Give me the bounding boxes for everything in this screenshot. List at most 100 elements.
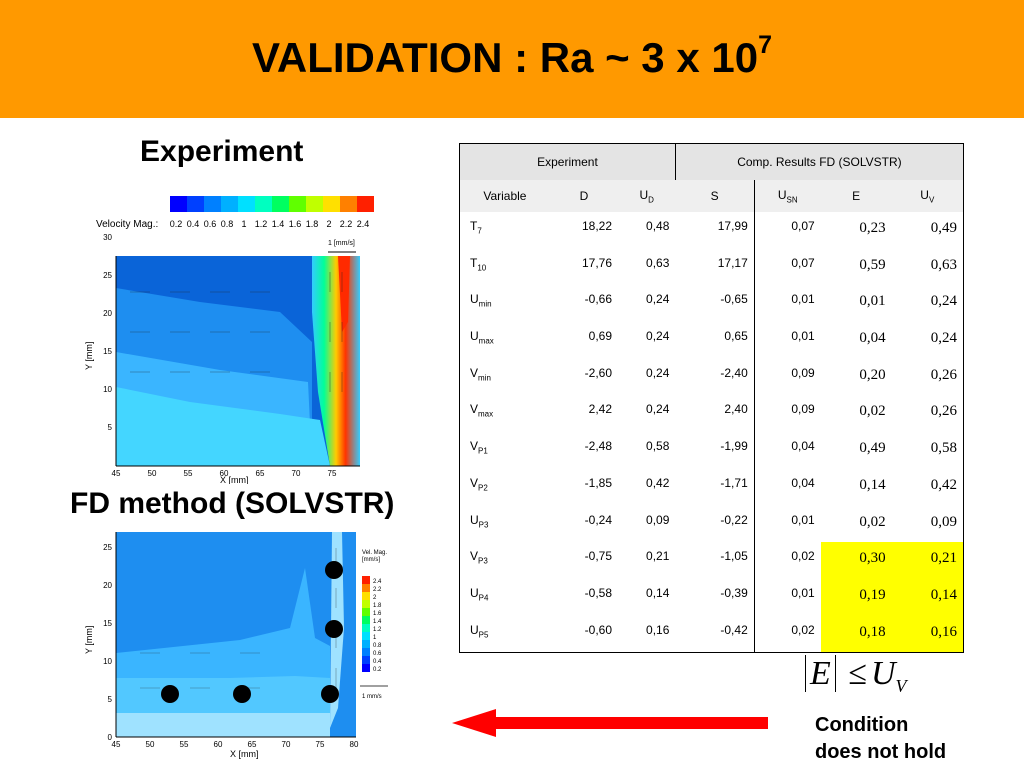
y-tick-label: 15 bbox=[103, 619, 112, 628]
cell-usn: 0,02 bbox=[791, 549, 815, 564]
cell-d: 17,76 bbox=[581, 255, 613, 270]
y-tick-label: 0 bbox=[108, 733, 113, 742]
variable-subscript: 7 bbox=[477, 226, 482, 236]
cell-s: -1,05 bbox=[675, 542, 755, 579]
x-tick-label: 70 bbox=[282, 740, 291, 749]
cell-s: 17,99 bbox=[675, 212, 755, 249]
x-tick-label: 60 bbox=[214, 740, 223, 749]
legend-tick-label: 2.4 bbox=[357, 219, 370, 229]
formula-rhs-sub: V bbox=[895, 675, 907, 696]
legend-tick-label: 1 bbox=[241, 219, 246, 229]
cell-e: 0,04 bbox=[859, 330, 886, 347]
column-header-main: Variable bbox=[483, 189, 527, 203]
variable-symbol: U bbox=[470, 329, 479, 344]
table-row: Umax 0,69 0,24 0,65 0,01 0,04 0,24 bbox=[460, 322, 964, 359]
slide-title-text: VALIDATION : Ra ~ 3 x 10 bbox=[252, 34, 759, 81]
cell-e: 0,14 bbox=[859, 476, 886, 493]
column-header-main: U bbox=[777, 187, 787, 202]
column-header: D bbox=[549, 180, 619, 212]
cell-d: 0,69 bbox=[588, 329, 613, 344]
cell-ud: 0,09 bbox=[646, 512, 670, 527]
cell-uv: 0,14 bbox=[891, 578, 964, 616]
legend-tick-label: 0.2 bbox=[170, 219, 183, 229]
cell-e: 0,49 bbox=[859, 440, 886, 457]
legend-tick-label: 0.2 bbox=[373, 667, 382, 673]
cell-usn: 0,09 bbox=[791, 402, 815, 417]
legend-tick-label: 0.6 bbox=[373, 651, 382, 657]
probe-point bbox=[233, 685, 251, 703]
legend-tick-label: 1.4 bbox=[373, 619, 382, 625]
y-tick-label: 10 bbox=[103, 657, 112, 666]
variable-cell: T10 bbox=[460, 249, 550, 286]
table-row: Vmin -2,60 0,24 -2,40 0,09 0,20 0,26 bbox=[460, 358, 964, 396]
experiment-legend-title: Velocity Mag.: bbox=[96, 219, 158, 230]
cell-d: -0,24 bbox=[584, 512, 613, 527]
variable-subscript: P3 bbox=[478, 519, 489, 529]
variable-symbol: U bbox=[470, 585, 479, 600]
cell-ud: 0,24 bbox=[646, 292, 670, 307]
legend-tick-label: 2 bbox=[326, 219, 331, 229]
legend-tick-label: 0.8 bbox=[373, 643, 382, 649]
table-row: UP5 -0,60 0,16 -0,42 0,02 0,18 0,16 bbox=[460, 615, 964, 653]
legend-tick-label: 1.8 bbox=[373, 603, 382, 609]
variable-cell: Vmin bbox=[460, 359, 550, 396]
fd-y-label: Y [mm] bbox=[84, 626, 94, 654]
cell-d: -1,85 bbox=[584, 475, 613, 490]
cell-uv: 0,42 bbox=[930, 476, 957, 493]
x-tick-label: 65 bbox=[248, 740, 257, 749]
cell-s: 2,40 bbox=[675, 395, 755, 433]
variable-subscript: P4 bbox=[478, 593, 489, 603]
cell-ud: 0,58 bbox=[646, 439, 670, 454]
legend-tick-label: 1 bbox=[373, 635, 377, 641]
cell-s: -0,22 bbox=[675, 505, 755, 543]
cell-ud: 0,42 bbox=[646, 475, 670, 490]
legend-swatch bbox=[362, 576, 370, 584]
table-row: UP3 -0,24 0,09 -0,22 0,01 0,02 0,09 bbox=[460, 505, 964, 543]
fd-y-ticks: 0 5 10 15 20 25 bbox=[103, 543, 112, 742]
cell-usn: 0,01 bbox=[791, 329, 815, 344]
cell-uv: 0,26 bbox=[930, 403, 957, 420]
column-header-sub: V bbox=[928, 195, 935, 205]
fd-legend-unit: [mm/s] bbox=[362, 557, 380, 563]
cell-d: -2,48 bbox=[584, 439, 613, 454]
variable-subscript: min bbox=[478, 299, 492, 309]
cell-d: -0,60 bbox=[584, 622, 613, 637]
table-row: Vmax 2,42 0,24 2,40 0,09 0,02 0,26 bbox=[460, 395, 964, 433]
y-tick-label: 25 bbox=[103, 543, 112, 552]
variable-cell: VP3 bbox=[460, 542, 550, 579]
cell-e: 0,59 bbox=[859, 256, 886, 273]
variable-symbol: T bbox=[470, 219, 478, 233]
variable-symbol: V bbox=[470, 549, 479, 564]
cell-e: 0,19 bbox=[820, 578, 892, 616]
cell-usn: 0,07 bbox=[791, 255, 815, 270]
legend-swatch bbox=[306, 196, 323, 212]
cell-usn: 0,01 bbox=[791, 585, 815, 600]
slide-title-exponent: 7 bbox=[758, 31, 772, 59]
legend-tick-label: 1.4 bbox=[272, 219, 285, 229]
slide-title: VALIDATION : Ra ~ 3 x 107 bbox=[0, 31, 1024, 82]
cell-s: -1,99 bbox=[675, 432, 755, 469]
legend-swatch bbox=[362, 592, 370, 600]
probe-point bbox=[321, 685, 339, 703]
cell-usn: 0,01 bbox=[791, 292, 815, 307]
legend-tick-label: 0.6 bbox=[204, 219, 217, 229]
experiment-label: Experiment bbox=[140, 135, 304, 168]
probe-point bbox=[161, 685, 179, 703]
table-row: Umin -0,66 0,24 -0,65 0,01 0,01 0,24 bbox=[460, 285, 964, 323]
legend-swatch bbox=[362, 656, 370, 664]
variable-symbol: U bbox=[470, 622, 479, 637]
condition-note: Condition does not hold bbox=[815, 712, 946, 766]
legend-swatch bbox=[221, 196, 238, 212]
variable-subscript: max bbox=[478, 409, 494, 419]
cell-usn: 0,04 bbox=[791, 439, 815, 454]
cell-s: -0,65 bbox=[675, 285, 755, 323]
cell-ud: 0,24 bbox=[646, 402, 670, 417]
legend-swatch bbox=[362, 664, 370, 672]
column-header: E bbox=[820, 180, 892, 212]
cell-ud: 0,24 bbox=[646, 365, 670, 380]
variable-symbol: U bbox=[470, 292, 479, 307]
group-header-experiment: Experiment bbox=[459, 143, 676, 180]
legend-swatch bbox=[362, 624, 370, 632]
condition-formula: E ≤ UV bbox=[805, 655, 907, 697]
y-tick-label: 5 bbox=[108, 695, 113, 704]
